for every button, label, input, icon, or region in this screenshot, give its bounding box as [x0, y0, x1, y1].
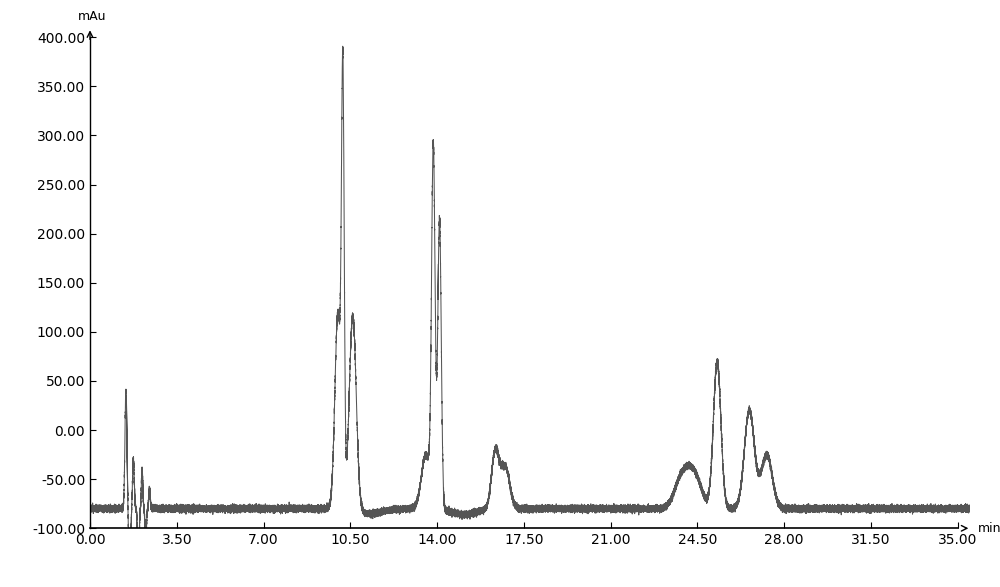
- Text: min.: min.: [977, 522, 1000, 535]
- Text: mAu: mAu: [78, 9, 106, 22]
